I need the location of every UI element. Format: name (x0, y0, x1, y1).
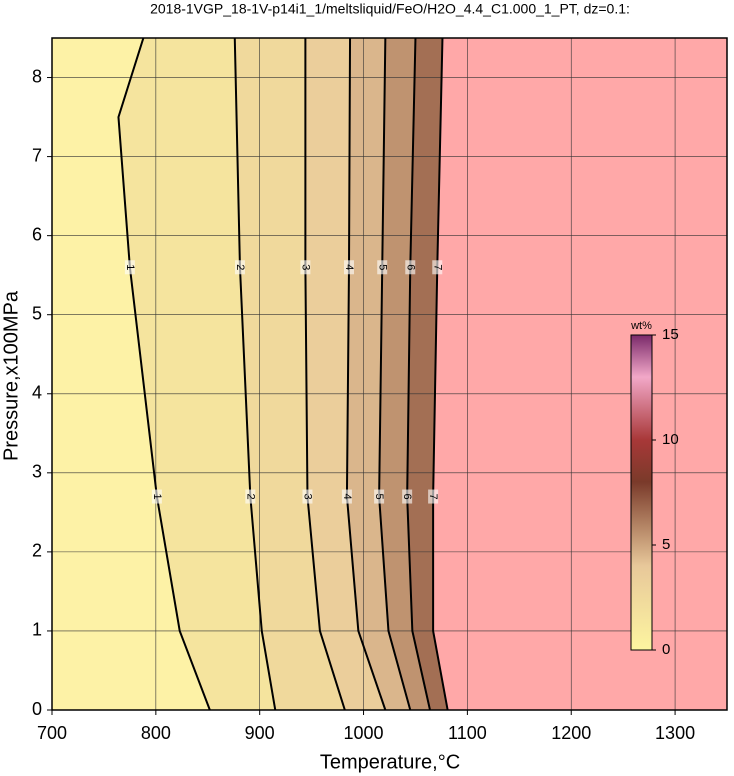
contour-label: 4 (341, 493, 353, 499)
contour-label: 6 (404, 264, 416, 270)
contour-label: 2 (244, 493, 256, 499)
contour-label: 6 (401, 493, 413, 499)
y-tick-label: 2 (32, 541, 42, 561)
x-tick-label: 800 (141, 723, 171, 743)
contour-label-bg (374, 489, 385, 504)
contour-label: 2 (234, 264, 246, 270)
contour-label-bg (405, 260, 416, 275)
contour-label: 7 (431, 264, 443, 270)
x-tick-label: 700 (37, 723, 67, 743)
contours: 1 1 2 2 3 3 4 4 5 5 6 6 7 7 (117, 38, 449, 710)
contour-label: 5 (376, 264, 388, 270)
y-axis-label: Pressure,x100MPa (0, 290, 22, 461)
contour-label-bg (341, 489, 352, 504)
y-tick-label: 3 (32, 462, 42, 482)
contour-label-bg (377, 260, 388, 275)
colorbar-tick-label: 0 (662, 641, 670, 658)
y-tick-label: 7 (32, 145, 42, 165)
contour-label-bg (124, 260, 135, 275)
y-tick-label: 5 (32, 303, 42, 323)
y-tick-label: 0 (32, 699, 42, 719)
contour-band (379, 38, 430, 710)
nan-region (433, 38, 727, 710)
x-tick-label: 1000 (344, 723, 384, 743)
colorbar (630, 334, 653, 651)
x-tick-label: 1100 (448, 723, 487, 743)
contour-label: 4 (343, 264, 355, 270)
contour-label-bg (302, 489, 313, 504)
plot-frame (51, 37, 728, 711)
x-tick-label: 900 (245, 723, 275, 743)
contour-label: 7 (427, 493, 439, 499)
contour-label: 5 (373, 493, 385, 499)
contour-label-bg (402, 489, 413, 504)
x-tick-label: 1200 (551, 723, 591, 743)
contour-band (346, 38, 411, 710)
contour-label: 1 (124, 264, 136, 270)
contour-label-bg (432, 260, 443, 275)
colorbar-tick-label: 15 (662, 326, 679, 343)
colorbar-label: wt% (630, 320, 652, 332)
contour-line (117, 38, 211, 710)
chart-title: 2018-1VGP_18-1V-p14i1_1/meltsliquid/FeO/… (150, 1, 630, 17)
y-tick-label: 6 (32, 224, 42, 244)
contour-band (407, 38, 448, 710)
y-tick-label: 8 (32, 66, 42, 86)
contour-label: 3 (299, 264, 311, 270)
x-tick-label: 1300 (655, 723, 695, 743)
x-axis-label: Temperature,°C (320, 751, 460, 773)
contour-label-bg (245, 489, 256, 504)
contour-label-bg (344, 260, 354, 275)
colorbar-tick-label: 5 (662, 536, 670, 553)
contour-label-bg (234, 260, 245, 275)
contour-label-bg (151, 489, 162, 504)
contour-label-bg (428, 489, 439, 504)
contour-band (118, 38, 276, 710)
y-tick-label: 4 (32, 383, 42, 403)
contour-band (305, 38, 386, 710)
contour-band (234, 38, 345, 710)
colorbar-tick-label: 10 (662, 431, 679, 448)
contour-label-bg (300, 260, 311, 275)
contour-label: 3 (302, 493, 314, 499)
y-tick-label: 1 (32, 620, 42, 640)
contour-label: 1 (151, 493, 163, 499)
